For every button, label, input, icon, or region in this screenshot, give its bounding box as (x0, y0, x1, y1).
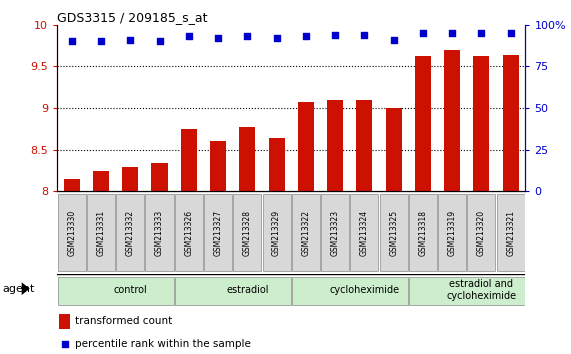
Bar (181, 129, 197, 191)
Bar (415, 56, 431, 191)
Text: control: control (114, 285, 147, 295)
Text: estradiol and
cycloheximide: estradiol and cycloheximide (447, 279, 517, 301)
Point (126, 37, 135, 42)
Point (184, 34, 194, 39)
Text: GSM213321: GSM213321 (506, 210, 515, 256)
Bar (239, 127, 255, 191)
Point (272, 35, 281, 41)
FancyBboxPatch shape (497, 194, 525, 271)
Text: GSM213326: GSM213326 (184, 210, 194, 256)
Bar (298, 102, 314, 191)
FancyBboxPatch shape (292, 194, 320, 271)
Text: GSM213323: GSM213323 (331, 210, 340, 256)
Text: GSM213318: GSM213318 (419, 210, 428, 256)
Point (448, 30, 457, 36)
Text: GSM213322: GSM213322 (301, 210, 311, 256)
Point (331, 32, 340, 38)
Bar (473, 56, 489, 191)
Point (477, 30, 486, 36)
Bar (268, 138, 284, 191)
FancyBboxPatch shape (351, 194, 379, 271)
FancyBboxPatch shape (204, 194, 232, 271)
Point (301, 34, 311, 39)
Text: GDS3315 / 209185_s_at: GDS3315 / 209185_s_at (57, 11, 208, 24)
Text: percentile rank within the sample: percentile rank within the sample (75, 339, 251, 349)
Bar (59, 314, 70, 329)
FancyBboxPatch shape (321, 194, 349, 271)
Point (96, 39, 106, 44)
Point (389, 37, 398, 42)
FancyBboxPatch shape (468, 194, 496, 271)
FancyBboxPatch shape (380, 194, 408, 271)
Bar (64, 179, 80, 191)
Point (419, 30, 428, 36)
FancyBboxPatch shape (58, 276, 174, 304)
FancyBboxPatch shape (409, 194, 437, 271)
Polygon shape (22, 282, 30, 295)
Point (67, 39, 77, 44)
Text: GSM213330: GSM213330 (67, 210, 77, 256)
Text: GSM213325: GSM213325 (389, 210, 398, 256)
Text: GSM213319: GSM213319 (448, 210, 457, 256)
Text: agent: agent (3, 284, 35, 294)
Point (60, 341, 69, 347)
Text: GSM213320: GSM213320 (477, 210, 486, 256)
FancyBboxPatch shape (58, 194, 86, 271)
FancyBboxPatch shape (175, 194, 203, 271)
FancyBboxPatch shape (438, 194, 466, 271)
Text: GSM213327: GSM213327 (214, 210, 223, 256)
FancyBboxPatch shape (175, 276, 291, 304)
Point (155, 39, 164, 44)
Bar (93, 171, 109, 191)
Text: GSM213328: GSM213328 (243, 210, 252, 256)
FancyBboxPatch shape (263, 194, 291, 271)
FancyBboxPatch shape (116, 194, 144, 271)
Point (214, 35, 223, 41)
Text: GSM213329: GSM213329 (272, 210, 281, 256)
Bar (502, 55, 518, 191)
Bar (210, 141, 226, 191)
Point (243, 34, 252, 39)
Text: GSM213332: GSM213332 (126, 210, 135, 256)
Text: cycloheximide: cycloheximide (329, 285, 400, 295)
FancyBboxPatch shape (146, 194, 174, 271)
FancyBboxPatch shape (409, 276, 525, 304)
Text: GSM213324: GSM213324 (360, 210, 369, 256)
Point (506, 30, 515, 36)
Text: GSM213331: GSM213331 (96, 210, 106, 256)
Text: estradiol: estradiol (226, 285, 268, 295)
Text: transformed count: transformed count (75, 316, 172, 326)
Bar (151, 163, 167, 191)
FancyBboxPatch shape (292, 276, 408, 304)
Bar (327, 100, 343, 191)
Bar (122, 167, 138, 191)
Bar (356, 101, 372, 191)
FancyBboxPatch shape (87, 194, 115, 271)
Bar (444, 50, 460, 191)
FancyBboxPatch shape (234, 194, 262, 271)
Bar (385, 108, 401, 191)
Point (360, 32, 369, 38)
Text: GSM213333: GSM213333 (155, 210, 164, 256)
